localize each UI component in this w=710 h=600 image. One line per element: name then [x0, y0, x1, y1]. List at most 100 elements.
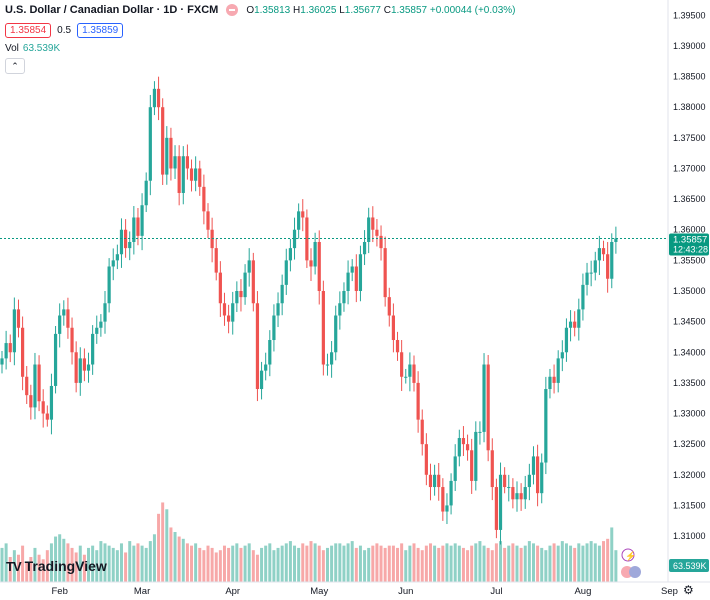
buy-button[interactable]: 1.35859 [77, 23, 124, 38]
price-tick-label: 1.32500 [673, 439, 706, 449]
candle-body [37, 364, 41, 402]
volume-bar [412, 543, 416, 582]
volume-bar [103, 543, 107, 582]
collapse-legend-button[interactable]: ⌃ [5, 58, 25, 74]
candle-body [573, 321, 577, 328]
time-axis: Feb Mar Apr May Jun Jul Aug Sep [51, 586, 677, 597]
volume-bar [87, 547, 91, 582]
volume-bar [445, 543, 449, 582]
candle-body [231, 303, 235, 322]
volume-bar [74, 552, 78, 582]
candle-body [354, 266, 358, 291]
candle-body [82, 358, 86, 371]
volume-bar [330, 545, 334, 582]
volume-bar [12, 550, 16, 582]
candle-body [239, 291, 243, 298]
candle-body [453, 456, 457, 481]
candle-body [428, 474, 433, 488]
candle-body [0, 358, 4, 365]
close-value: 1.35857 [390, 4, 428, 16]
volume-bar [124, 552, 128, 582]
volume-bar [552, 543, 556, 582]
volume-bar [391, 545, 395, 582]
candle-body [490, 450, 494, 488]
volume-bar [602, 541, 606, 582]
volume-bar [140, 545, 144, 582]
volume-bar [346, 543, 350, 582]
volume-bar [338, 543, 342, 582]
gear-icon[interactable]: ⚙ [683, 583, 694, 597]
market-closed-icon[interactable] [226, 4, 239, 16]
candle-body [214, 248, 218, 273]
candle-body [536, 456, 540, 494]
candle-body [507, 487, 511, 489]
volume-bar [313, 543, 317, 582]
candle-body [424, 444, 428, 475]
volume-bar [437, 547, 441, 582]
candle-body [420, 419, 424, 445]
candle-body [606, 254, 610, 279]
tradingview-logo[interactable]: TV TradingView [6, 558, 107, 574]
candle-body [387, 297, 391, 316]
volume-bar [597, 545, 601, 582]
volume-bar [342, 545, 346, 582]
volume-bar [280, 545, 284, 582]
price-tick-label: 1.32000 [673, 470, 706, 480]
volume-bar [173, 532, 177, 582]
volume-bar [560, 541, 564, 582]
high-value: 1.36025 [300, 4, 337, 16]
volume-bar [321, 550, 325, 582]
volume-bar [255, 554, 259, 582]
candle-body [156, 88, 161, 108]
candle-body [494, 487, 498, 530]
candle-body [86, 364, 91, 371]
volume-bar [354, 547, 358, 582]
volume-bar [198, 547, 202, 582]
candle-body [292, 229, 297, 249]
volume-bar [107, 545, 111, 582]
low-value: 1.35677 [344, 4, 381, 16]
volume-bar [70, 547, 74, 582]
chart-header: U.S. Dollar / Canadian Dollar · 1D · FXC… [5, 4, 516, 16]
candle-body [593, 260, 597, 273]
volume-bar [433, 545, 437, 582]
ohlc-values: O1.35813 H1.36025 L1.35677 C1.35857 +0.0… [246, 4, 516, 16]
price-tick-label: 1.34500 [673, 317, 706, 327]
volume-bar [400, 543, 404, 582]
volume-bar [4, 543, 8, 582]
candle-body [309, 260, 313, 267]
volume-bar [573, 547, 577, 582]
candle-body [486, 364, 490, 451]
volume-bar [466, 550, 470, 582]
volume-bar [457, 545, 461, 582]
volume-bar [367, 547, 371, 582]
candle-body [412, 364, 416, 383]
candle-body [165, 137, 169, 175]
last-price-tag: 1.35857 12:43:28 [669, 233, 709, 256]
volume-bars [0, 502, 618, 582]
candle-body [330, 352, 334, 365]
event-icons: ⚡ [621, 548, 641, 578]
candle-body [8, 343, 12, 353]
candle-body [305, 217, 309, 261]
candle-body [243, 272, 247, 298]
symbol-title[interactable]: U.S. Dollar / Canadian Dollar · 1D · FXC… [5, 4, 219, 16]
volume-bar [260, 547, 264, 582]
volume-bar [499, 541, 503, 582]
volume-bar [441, 545, 445, 582]
flag-icon-2 [629, 566, 641, 578]
candle-body [95, 327, 99, 334]
volume-bar [78, 545, 82, 582]
volume-bar [482, 545, 486, 582]
volume-bar [293, 545, 297, 582]
sell-button[interactable]: 1.35854 [5, 23, 52, 38]
candle-body [264, 364, 268, 371]
volume-bar [218, 550, 222, 582]
candle-body [461, 438, 466, 445]
candle-body [128, 241, 132, 249]
candle-body [189, 168, 194, 181]
candle-body [416, 382, 420, 420]
volume-bar [527, 541, 531, 582]
candle-body [321, 291, 325, 365]
